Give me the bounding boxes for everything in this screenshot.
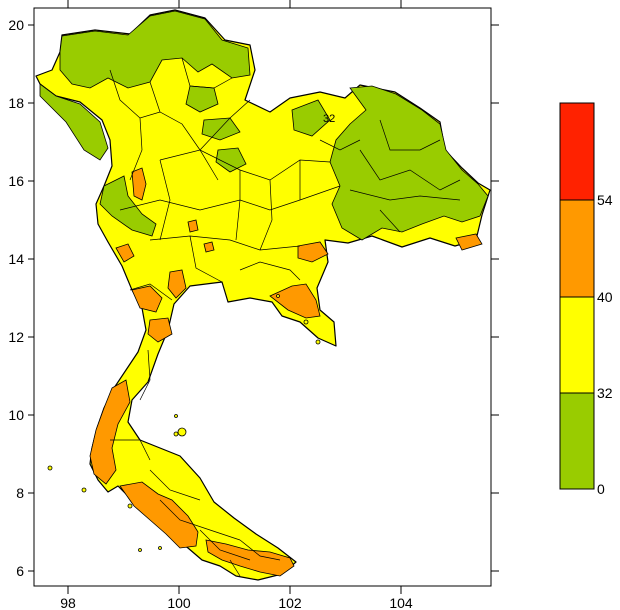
legend-bin-yellow [559,296,595,394]
green-zone-north-3 [201,117,241,141]
legend-bin-orange [559,199,595,298]
orange-zone-1 [131,167,147,201]
legend-label: 54 [597,192,613,208]
y-tick-6: 6 [16,563,499,579]
legend-bin-green [559,392,595,490]
y-tick-label: 18 [8,95,24,111]
x-tick-102: 102 [278,0,302,610]
y-tick-label: 14 [8,251,24,267]
orange-zone-6 [131,285,163,313]
x-axis: 98 100 102 104 [60,0,413,610]
orange-zone-5 [167,269,187,299]
y-tick-label: 20 [8,17,24,33]
x-tick-98: 98 [60,0,76,610]
legend: 54 40 32 0 [559,102,613,497]
orange-zone-2 [115,243,135,263]
orange-zone-3 [297,241,329,263]
y-tick-label: 12 [8,329,24,345]
y-tick-8: 8 [16,485,499,501]
legend-label: 0 [597,481,605,497]
country-landmass [35,9,491,581]
green-zone-west [99,175,157,237]
orange-zone-8 [187,219,199,233]
orange-zone-7 [147,317,173,343]
y-axis: 20 18 16 14 12 10 8 6 [8,17,499,579]
legend-label: 40 [597,289,613,305]
orange-zones [89,167,483,577]
contour-label: 32 [323,113,335,125]
orange-zone-southwest [89,379,131,485]
y-tick-label: 6 [16,563,24,579]
y-tick-20: 20 [8,17,499,33]
x-tick-label: 98 [60,595,76,610]
x-tick-label: 104 [389,595,413,610]
y-tick-14: 14 [8,251,499,267]
green-zones [39,10,489,241]
y-tick-10: 10 [8,407,499,423]
y-tick-18: 18 [8,95,499,111]
orange-zone-4 [269,283,321,319]
orange-zone-southeast [205,539,295,577]
green-zone-east [329,85,489,241]
x-tick-100: 100 [167,0,191,610]
map-frame [33,7,492,587]
green-zone-northeast [291,99,331,137]
green-zone-central-north [215,147,247,173]
y-tick-12: 12 [8,329,499,345]
x-tick-label: 100 [167,595,191,610]
y-tick-label: 8 [16,485,24,501]
map-area: 32 [35,9,491,581]
y-tick-label: 10 [8,407,24,423]
orange-zone-10 [455,233,483,251]
province-borders [109,57,461,577]
green-zone-north [59,10,251,89]
green-zone-northwest [39,83,109,161]
x-tick-label: 102 [278,595,302,610]
orange-zone-9 [203,241,215,253]
legend-bin-red [559,102,595,201]
y-tick-16: 16 [8,173,499,189]
y-tick-label: 16 [8,173,24,189]
x-tick-104: 104 [389,0,413,610]
islands [47,294,321,552]
legend-label: 32 [597,385,613,401]
orange-zone-south [119,481,199,549]
